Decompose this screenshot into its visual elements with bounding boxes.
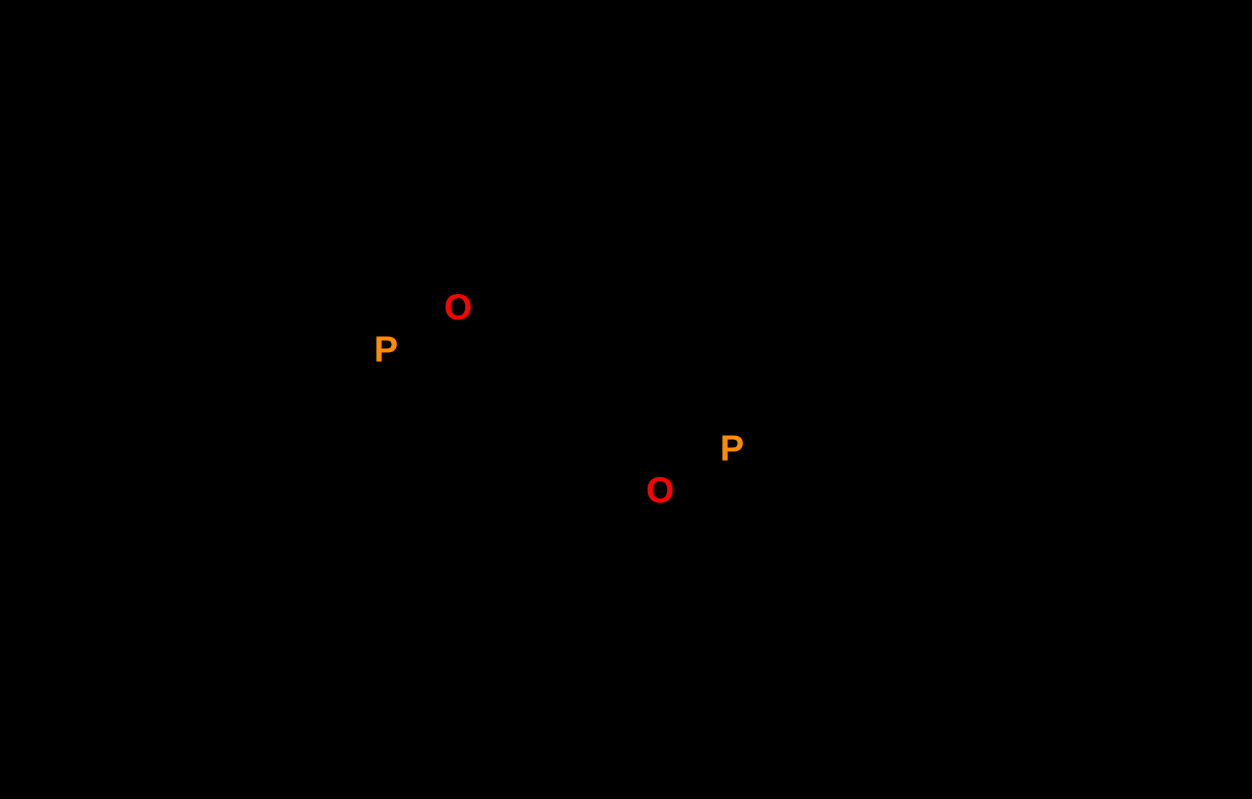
atom-label-O: O: [444, 287, 472, 328]
atom-label-O: O: [646, 470, 674, 511]
molecule-diagram: O P O P: [0, 0, 1252, 799]
atom-label-P: P: [720, 428, 744, 469]
atom-label-P: P: [374, 329, 398, 370]
canvas-background: [0, 0, 1252, 799]
